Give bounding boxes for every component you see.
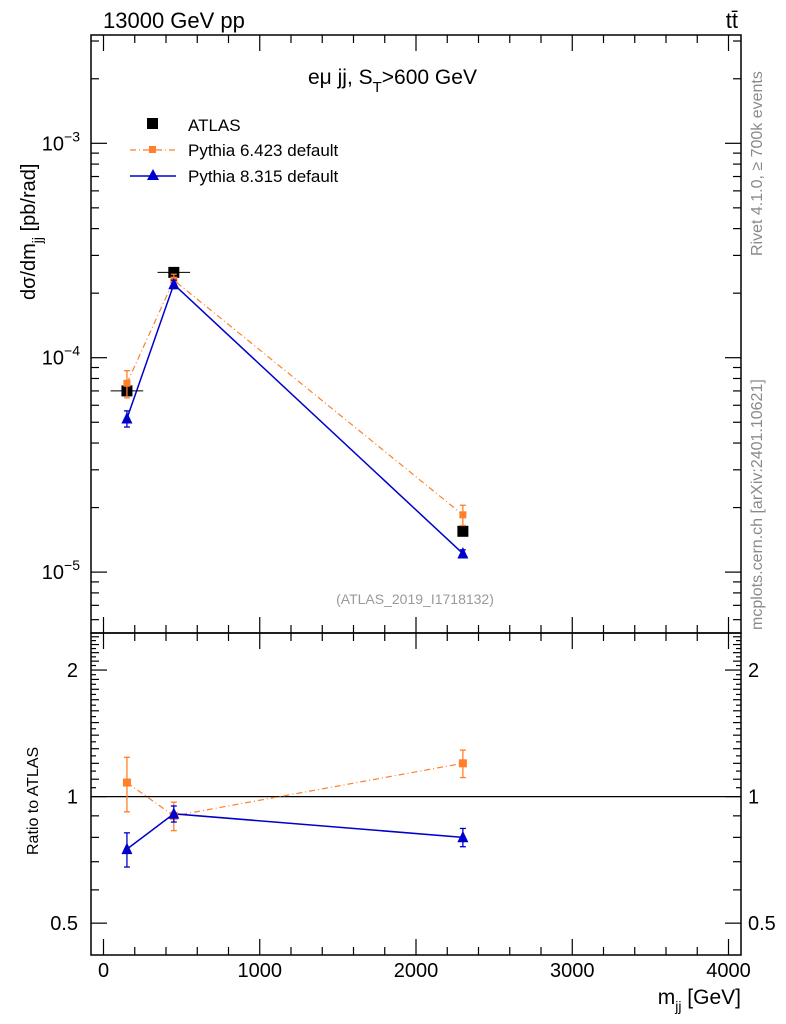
main-atlas-point (168, 266, 180, 278)
main-y-tick-label: 10−3 (42, 128, 80, 155)
ratio-py8-point (168, 807, 180, 819)
main-y-tick-label-exp: −3 (64, 128, 80, 144)
x-tick-label: 0 (98, 960, 109, 982)
rivet-label: Rivet 4.1.0, ≥ 700k events (749, 71, 766, 256)
main-y-axis-label: dσ/dmjj [pb/rad] (18, 164, 45, 300)
ratio-y-tick-label-right: 2 (748, 660, 759, 682)
main-py6-point (459, 511, 467, 519)
ratio-y-tick-label-right: 1 (748, 787, 759, 809)
ratio-py6-line (126, 762, 463, 817)
ratio-py6-point (122, 778, 131, 787)
plot-title: eμ jj, ST>600 GeV (308, 66, 477, 96)
legend-marker-atlas (147, 118, 158, 129)
x-tick-label: 4000 (706, 960, 751, 982)
ratio-y-axis-label: Ratio to ATLAS (25, 747, 42, 855)
ratio-data-layer (91, 749, 741, 868)
main-y-tick-label-exp: −5 (64, 557, 80, 573)
legend-label-py6: Pythia 6.423 default (188, 141, 339, 160)
main-y-tick-label: 10−5 (42, 557, 80, 584)
x-tick-label: 1000 (238, 960, 283, 982)
x-tick-label: 3000 (550, 960, 595, 982)
main-y-ticks: 10−510−410−3 (42, 40, 741, 621)
mcplots-label: mcplots.cern.ch [arXiv:2401.10621] (749, 379, 766, 630)
main-y-tick-label-base: 10 (42, 562, 64, 584)
ratio-panel-frame (90, 632, 742, 956)
ratio-py6-point (458, 759, 467, 768)
main-y-tick-label-exp: −4 (64, 343, 80, 359)
ratio-y-tick-label-left: 1 (67, 787, 78, 809)
legend-label-py8: Pythia 8.315 default (188, 167, 339, 186)
ratio-py8-point (457, 830, 469, 843)
ratio-y-tick-label-left: 2 (67, 660, 78, 682)
main-y-tick-label-base: 10 (42, 348, 64, 370)
main-py8-point (168, 277, 180, 290)
ratio-y-tick-label-left: 0.5 (50, 913, 78, 935)
main-py8-line (126, 282, 464, 555)
x-ticks: 0 1000 2000 3000 4000 (98, 35, 751, 982)
header-process: tt̄ (726, 8, 738, 33)
legend-label-atlas: ATLAS (188, 116, 241, 135)
ratio-y-tick-label-right: 0.5 (748, 913, 776, 935)
main-py8-point (121, 411, 133, 424)
ratio-py8-point (121, 842, 133, 855)
main-py8-point (457, 546, 469, 559)
analysis-label: (ATLAS_2019_I1718132) (336, 591, 494, 607)
main-y-tick-label: 10−4 (42, 343, 80, 370)
main-y-tick-label-base: 10 (42, 133, 64, 155)
main-data-layer (110, 266, 469, 559)
x-axis-label: mjj [GeV] (658, 986, 741, 1014)
legend-marker-py8 (147, 169, 159, 180)
legend-marker-py6 (149, 146, 156, 153)
header-energy: 13000 GeV pp (103, 8, 245, 33)
main-atlas-point (457, 525, 469, 537)
legend: ATLAS Pythia 6.423 default Pythia 8.315 … (130, 116, 339, 186)
main-py6-point (123, 379, 131, 387)
x-tick-label: 2000 (394, 960, 439, 982)
ratio-y-ticks: 0.5 0.5 1 1 2 2 (50, 636, 776, 935)
